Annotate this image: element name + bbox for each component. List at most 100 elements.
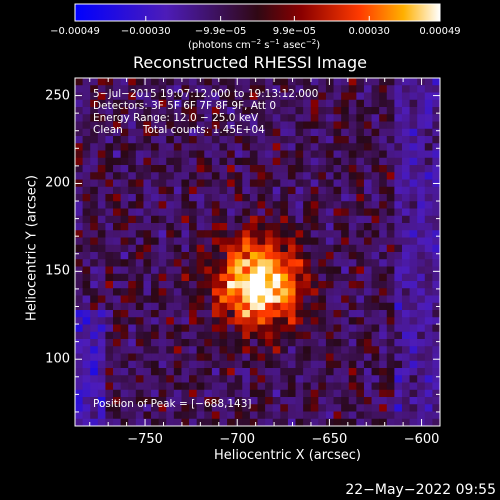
heatmap-cell: [295, 114, 304, 122]
heatmap-cell: [287, 150, 296, 159]
heatmap-cell: [310, 215, 319, 224]
heatmap-cell: [181, 404, 190, 412]
heatmap-cell: [75, 194, 83, 202]
heatmap-cell: [401, 389, 410, 398]
heatmap-cell: [394, 411, 403, 420]
heatmap-cell: [356, 302, 365, 311]
heatmap-cell: [196, 368, 205, 376]
heatmap-cell: [219, 194, 228, 202]
heatmap-cell: [234, 252, 243, 260]
heatmap-cell: [348, 411, 357, 420]
heatmap-cell: [356, 317, 365, 325]
heatmap-cell: [303, 186, 312, 195]
heatmap-cell: [386, 317, 395, 325]
heatmap-cell: [166, 368, 175, 376]
heatmap-cell: [401, 302, 410, 311]
heatmap-cell: [417, 150, 426, 159]
heatmap-cell: [173, 331, 182, 340]
heatmap-cell: [204, 201, 213, 209]
heatmap-cell: [363, 389, 372, 398]
heatmap-cell: [181, 281, 190, 289]
heatmap-cell: [379, 194, 388, 202]
heatmap-cell: [303, 85, 312, 93]
heatmap-cell: [158, 310, 167, 318]
heatmap-cell: [363, 404, 372, 412]
heatmap-cell: [135, 143, 144, 151]
heatmap-cell: [257, 324, 266, 333]
heatmap-cell: [97, 223, 106, 231]
heatmap-cell: [379, 208, 388, 217]
heatmap-cell: [173, 215, 182, 224]
heatmap-cell: [196, 295, 205, 304]
heatmap-cell: [105, 194, 114, 202]
heatmap-cell: [234, 99, 243, 108]
heatmap-cell: [371, 375, 380, 383]
heatmap-cell: [120, 230, 129, 238]
heatmap-cell: [128, 252, 137, 260]
heatmap-cell: [196, 237, 205, 246]
heatmap-cell: [394, 375, 403, 383]
heatmap-cell: [409, 121, 418, 130]
heatmap-cell: [189, 360, 198, 369]
heatmap-cell: [181, 310, 190, 318]
heatmap-cell: [166, 375, 175, 383]
heatmap-cell: [82, 150, 91, 159]
heatmap-cell: [348, 353, 357, 362]
heatmap-cell: [211, 194, 220, 202]
heatmap-cell: [143, 382, 152, 391]
heatmap-cell: [333, 295, 342, 304]
heatmap-cell: [379, 136, 388, 144]
heatmap-cell: [143, 92, 152, 101]
heatmap-cell: [325, 418, 334, 427]
heatmap-cell: [242, 310, 251, 318]
heatmap-cell: [211, 186, 220, 195]
heatmap-cell: [272, 78, 281, 86]
heatmap-cell: [135, 273, 144, 282]
heatmap-cell: [394, 92, 403, 101]
heatmap-cell: [363, 281, 372, 289]
heatmap-cell: [325, 179, 334, 188]
heatmap-cell: [135, 85, 144, 93]
heatmap-cell: [379, 368, 388, 376]
heatmap-cell: [386, 157, 395, 166]
heatmap-cell: [120, 375, 129, 383]
heatmap-cell: [219, 85, 228, 93]
heatmap-cell: [143, 172, 152, 180]
heatmap-cell: [295, 157, 304, 166]
heatmap-cell: [97, 310, 106, 318]
heatmap-cell: [211, 273, 220, 282]
heatmap-cell: [143, 252, 152, 260]
heatmap-cell: [417, 230, 426, 238]
heatmap-cell: [211, 295, 220, 304]
heatmap-cell: [128, 418, 137, 427]
heatmap-cell: [401, 208, 410, 217]
heatmap-cell: [234, 331, 243, 340]
heatmap-cell: [348, 244, 357, 253]
heatmap-cell: [287, 85, 296, 93]
heatmap-cell: [325, 353, 334, 362]
heatmap-cell: [280, 266, 289, 275]
heatmap-cell: [287, 237, 296, 246]
heatmap-cell: [356, 157, 365, 166]
heatmap-cell: [295, 179, 304, 188]
heatmap-cell: [356, 397, 365, 405]
heatmap-cell: [333, 165, 342, 173]
heatmap-cell: [318, 331, 327, 340]
heatmap-cell: [303, 382, 312, 391]
heatmap-cell: [189, 215, 198, 224]
heatmap-cell: [303, 368, 312, 376]
heatmap-cell: [280, 78, 289, 86]
heatmap-cell: [234, 317, 243, 325]
heatmap-cell: [310, 78, 319, 86]
heatmap-cell: [280, 186, 289, 195]
heatmap-cell: [363, 259, 372, 267]
heatmap-cell: [113, 375, 122, 383]
heatmap-cell: [120, 310, 129, 318]
heatmap-cell: [90, 194, 99, 202]
heatmap-cell: [379, 92, 388, 101]
heatmap-cell: [341, 244, 350, 253]
heatmap-cell: [75, 78, 83, 86]
heatmap-cell: [75, 389, 83, 398]
heatmap-cell: [135, 302, 144, 311]
heatmap-cell: [143, 99, 152, 108]
